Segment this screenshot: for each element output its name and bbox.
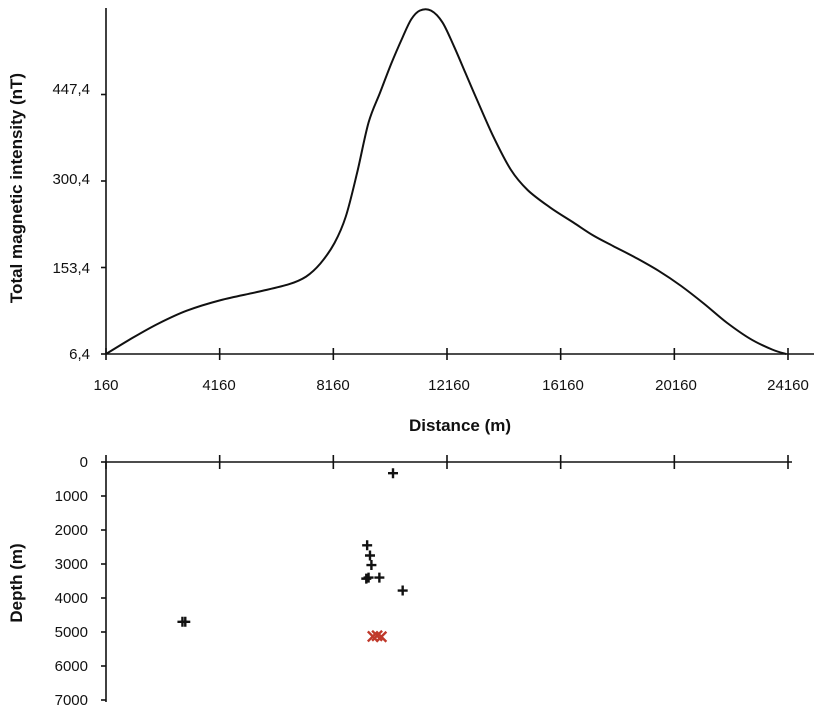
depth-y-tick-label: 4000 xyxy=(55,590,88,607)
mag-x-tick-label: 12160 xyxy=(428,377,470,394)
depth-solution-point xyxy=(366,560,377,571)
mag-tick-marks xyxy=(101,93,789,360)
mag-x-axis-title: Distance (m) xyxy=(409,416,511,435)
depth-solution-point xyxy=(361,573,372,584)
magnetic-intensity-line xyxy=(105,8,787,355)
depth-y-tick-label: 3000 xyxy=(55,556,88,573)
depth-y-tick-label: 1000 xyxy=(55,488,88,505)
mag-x-tick-label: 16160 xyxy=(542,377,584,394)
depth-y-tick-label: 0 xyxy=(80,454,88,471)
depth-solution-point xyxy=(362,540,373,551)
mag-x-tick-label: 8160 xyxy=(316,377,349,394)
depth-y-tick-label: 5000 xyxy=(55,624,88,641)
depth-y-axis-title: Depth (m) xyxy=(7,543,26,622)
depth-solution-cross xyxy=(375,630,388,643)
mag-x-tick-label: 160 xyxy=(93,377,118,394)
mag-x-tick-label: 24160 xyxy=(767,377,809,394)
depth-solution-point xyxy=(374,572,385,583)
depth-solution-point xyxy=(397,585,408,596)
depth-y-tick-label: 2000 xyxy=(55,522,88,539)
mag-x-tick-label: 4160 xyxy=(202,377,235,394)
magnetic-profile-chart: 447,4 300,4 153,4 6,4 160 4160 8160 1216… xyxy=(7,8,814,435)
mag-y-axis-title: Total magnetic intensity (nT) xyxy=(7,73,26,303)
depth-tick-marks xyxy=(101,455,789,701)
depth-solution-markers xyxy=(177,468,408,643)
depth-solutions-chart: 0 1000 2000 3000 4000 5000 6000 7000 Dep… xyxy=(7,454,792,709)
depth-solution-point xyxy=(364,550,375,561)
mag-y-tick-label: 300,4 xyxy=(52,171,90,188)
mag-y-tick-label: 447,4 xyxy=(52,81,90,98)
mag-y-tick-label: 6,4 xyxy=(69,346,90,363)
depth-solution-point xyxy=(388,468,399,479)
depth-y-tick-label: 7000 xyxy=(55,692,88,709)
mag-x-tick-label: 20160 xyxy=(655,377,697,394)
mag-y-tick-label: 153,4 xyxy=(52,260,90,277)
depth-y-tick-label: 6000 xyxy=(55,658,88,675)
depth-solution-point xyxy=(177,616,188,627)
